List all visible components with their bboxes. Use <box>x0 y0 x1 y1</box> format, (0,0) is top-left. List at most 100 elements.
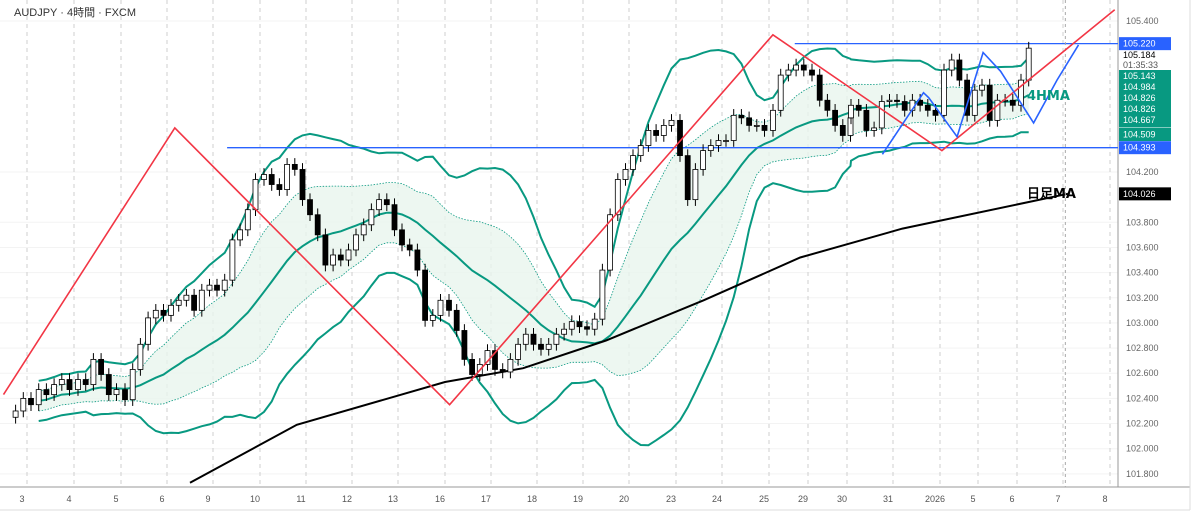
candle-body <box>584 326 590 330</box>
band-price-tag: 104.984 <box>1123 82 1156 92</box>
candle-body <box>391 204 398 231</box>
candle-body <box>492 350 498 370</box>
hma-annotation: 4HMA <box>1027 89 1070 104</box>
x-tick-label: 12 <box>342 494 352 504</box>
candle-body <box>446 299 452 311</box>
bar-countdown-label: 01:35:33 <box>1123 60 1158 70</box>
candle-body <box>932 109 939 116</box>
y-tick-label: 102.400 <box>1126 393 1159 403</box>
candle-body <box>82 379 89 385</box>
candle-body <box>941 69 947 116</box>
band-price-tag: 104.667 <box>1123 115 1156 125</box>
candle-body <box>229 239 236 281</box>
candle-body <box>51 384 57 396</box>
support-price-tag: 104.393 <box>1123 143 1156 153</box>
candle-body <box>630 155 636 170</box>
candle-body <box>738 114 745 119</box>
x-tick-label: 5 <box>113 494 118 504</box>
candle-body <box>183 294 190 301</box>
candle-body <box>832 109 838 126</box>
candle-body <box>994 99 1001 121</box>
candle-body <box>429 314 436 321</box>
candle-body <box>948 59 955 71</box>
candle-body <box>576 321 583 328</box>
candle-body <box>839 125 846 136</box>
candle-body <box>244 209 251 231</box>
x-tick-label: 29 <box>798 494 808 504</box>
candle-body <box>894 99 900 102</box>
candle-body <box>785 69 792 76</box>
candle-body <box>337 254 344 261</box>
candle-body <box>568 321 575 330</box>
x-tick-label: 11 <box>296 494 305 504</box>
candle-body <box>383 199 390 206</box>
candle-body <box>345 249 352 261</box>
candle-body <box>809 69 815 76</box>
candle-body <box>399 229 405 246</box>
bollinger-upper-1sd <box>38 76 1029 392</box>
candle-body <box>453 309 460 331</box>
candle-body <box>545 343 552 350</box>
bollinger-lower-2sd <box>38 131 1029 447</box>
y-tick-label: 104.200 <box>1126 167 1159 177</box>
x-tick-label: 31 <box>883 494 893 504</box>
candle-body <box>276 184 283 190</box>
candle-body <box>956 59 963 81</box>
daily-ma-price-tag-box <box>1119 187 1171 201</box>
candle-body <box>43 389 50 396</box>
x-tick-label: 3 <box>19 494 24 504</box>
band-price-tag: 105.143 <box>1123 71 1156 81</box>
candle-body <box>986 84 993 121</box>
candle-body <box>98 359 104 375</box>
candle-body <box>314 214 321 236</box>
x-tick-label: 17 <box>481 494 491 504</box>
x-tick-label: 9 <box>205 494 210 504</box>
candle-body <box>871 127 877 131</box>
candle-body <box>461 330 468 360</box>
candle-body <box>353 234 359 251</box>
candle-body <box>66 379 73 390</box>
x-tick-label: 16 <box>435 494 445 504</box>
candle-body <box>206 284 213 291</box>
trend-zigzag-line <box>2 9 1116 406</box>
candle-body <box>406 244 413 251</box>
candle-body <box>307 199 313 216</box>
candle-body <box>214 284 220 291</box>
candle-body <box>105 374 112 396</box>
resistance-price-tag: 105.220 <box>1123 39 1156 49</box>
y-tick-label: 103.000 <box>1126 318 1159 328</box>
y-tick-label: 102.800 <box>1126 343 1159 353</box>
x-tick-label: 6 <box>1009 494 1014 504</box>
candle-body <box>437 299 444 316</box>
x-tick-label: 13 <box>388 494 398 504</box>
y-tick-label: 103.600 <box>1126 242 1159 252</box>
lower-band-price-tag-box <box>1119 128 1171 141</box>
candle-body <box>692 169 699 201</box>
hma-line <box>38 94 1030 402</box>
candle-body <box>368 209 375 226</box>
candle-body <box>122 389 128 401</box>
candle-body <box>793 64 799 71</box>
candle-body <box>723 140 729 142</box>
x-tick-label: 24 <box>712 494 722 504</box>
candle-body <box>653 130 659 136</box>
candle-body <box>848 104 854 119</box>
candle-body <box>761 125 768 131</box>
candle-body <box>607 214 613 271</box>
bollinger-lower-1sd <box>38 113 1029 412</box>
candle-body <box>538 343 544 350</box>
y-tick-label: 103.400 <box>1126 268 1159 278</box>
daily-ma-annotation: 日足MA <box>1027 187 1076 202</box>
candle-body <box>645 130 652 146</box>
y-tick-label: 102.200 <box>1126 419 1159 429</box>
candle-body <box>175 299 182 306</box>
candle-body <box>268 174 275 185</box>
lower-band-price-tag: 104.509 <box>1123 130 1156 140</box>
candle-body <box>422 269 429 321</box>
candle-body <box>137 343 144 370</box>
candle-body <box>376 199 383 211</box>
x-tick-label: 4 <box>66 494 71 504</box>
candle-body <box>20 397 27 412</box>
